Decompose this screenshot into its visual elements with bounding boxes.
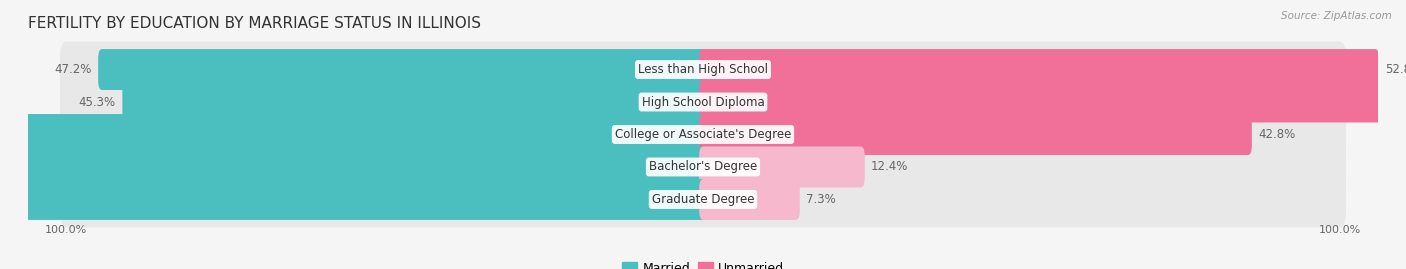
FancyBboxPatch shape <box>0 114 707 155</box>
Text: Less than High School: Less than High School <box>638 63 768 76</box>
FancyBboxPatch shape <box>699 179 800 220</box>
Text: Graduate Degree: Graduate Degree <box>652 193 754 206</box>
Text: High School Diploma: High School Diploma <box>641 95 765 108</box>
FancyBboxPatch shape <box>60 139 1346 195</box>
Text: 47.2%: 47.2% <box>55 63 91 76</box>
Text: College or Associate's Degree: College or Associate's Degree <box>614 128 792 141</box>
Text: 45.3%: 45.3% <box>79 95 115 108</box>
FancyBboxPatch shape <box>60 172 1346 227</box>
FancyBboxPatch shape <box>60 107 1346 162</box>
Text: Bachelor's Degree: Bachelor's Degree <box>650 161 756 174</box>
Text: 7.3%: 7.3% <box>806 193 837 206</box>
Text: 12.4%: 12.4% <box>872 161 908 174</box>
Text: Source: ZipAtlas.com: Source: ZipAtlas.com <box>1281 11 1392 21</box>
FancyBboxPatch shape <box>699 114 1251 155</box>
FancyBboxPatch shape <box>0 147 707 187</box>
FancyBboxPatch shape <box>699 82 1403 122</box>
FancyBboxPatch shape <box>699 49 1379 90</box>
FancyBboxPatch shape <box>60 74 1346 130</box>
Text: FERTILITY BY EDUCATION BY MARRIAGE STATUS IN ILLINOIS: FERTILITY BY EDUCATION BY MARRIAGE STATU… <box>28 16 481 31</box>
FancyBboxPatch shape <box>699 147 865 187</box>
Legend: Married, Unmarried: Married, Unmarried <box>617 257 789 269</box>
Text: 52.8%: 52.8% <box>1385 63 1406 76</box>
FancyBboxPatch shape <box>98 49 707 90</box>
FancyBboxPatch shape <box>60 42 1346 97</box>
Text: 42.8%: 42.8% <box>1258 128 1295 141</box>
FancyBboxPatch shape <box>122 82 707 122</box>
FancyBboxPatch shape <box>0 179 707 220</box>
